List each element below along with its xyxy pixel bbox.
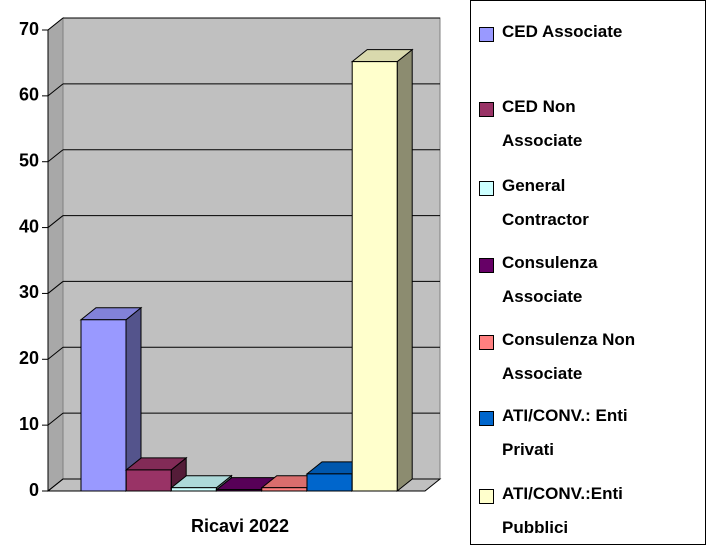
- legend-item: CED Associate: [479, 22, 652, 49]
- grid-line: [47, 281, 64, 294]
- bar: [351, 61, 398, 492]
- legend-label: General Contractor: [502, 176, 589, 229]
- legend-item: ATI/CONV.: Enti Privati: [479, 406, 652, 467]
- bar: [170, 487, 217, 492]
- legend-label: Consulenza Associate: [502, 253, 598, 306]
- legend-swatch: [479, 27, 494, 42]
- legend-label: CED Non Associate: [502, 97, 583, 150]
- legend-label: CED Associate: [502, 22, 623, 41]
- bar-side: [396, 48, 413, 493]
- legend-swatch: [479, 258, 494, 273]
- legend-swatch: [479, 411, 494, 426]
- y-tick-label: 50: [19, 150, 39, 170]
- legend-item: CED Non Associate: [479, 97, 652, 158]
- y-tick-label: 20: [19, 348, 39, 368]
- legend-swatch: [479, 489, 494, 504]
- bar: [306, 473, 353, 492]
- legend-swatch: [479, 181, 494, 196]
- legend-item: Consulenza Non Associate: [479, 330, 652, 391]
- bar: [125, 469, 172, 492]
- legend: CED Associate CED Non Associate General Co…: [470, 0, 706, 545]
- bar: [80, 319, 127, 492]
- grid-line: [47, 478, 64, 492]
- bar: [261, 487, 308, 492]
- grid-line: [47, 215, 64, 228]
- legend-swatch: [479, 335, 494, 350]
- legend-item: ATI/CONV.:Enti Pubblici: [479, 484, 652, 545]
- side-wall: [47, 16, 64, 493]
- legend-item: General Contractor: [479, 176, 652, 237]
- y-tick-label: 70: [19, 19, 39, 39]
- grid-line: [47, 149, 64, 163]
- y-tick-label: 60: [19, 85, 39, 105]
- grid-line: [47, 346, 64, 360]
- legend-item: Consulenza Associate: [479, 253, 652, 314]
- legend-label: ATI/CONV.: Enti Privati: [502, 406, 628, 459]
- grid-line: [47, 412, 64, 426]
- legend-label: Consulenza Non Associate: [502, 330, 636, 383]
- legend-label: ATI/CONV.:Enti Pubblici: [502, 484, 623, 537]
- chart: 0 10 20 30 40 50 60 70 Ricavi 2022: [19, 16, 442, 536]
- legend-swatch: [479, 102, 494, 117]
- grid-line: [47, 17, 64, 31]
- y-tick-label: 10: [19, 414, 39, 434]
- y-tick-label: 30: [19, 282, 39, 302]
- y-tick-label: 0: [29, 480, 39, 500]
- bar: [216, 489, 263, 492]
- y-tick-label: 40: [19, 216, 39, 236]
- x-tick-label: Ricavi 2022: [191, 516, 289, 536]
- grid-line: [47, 83, 64, 97]
